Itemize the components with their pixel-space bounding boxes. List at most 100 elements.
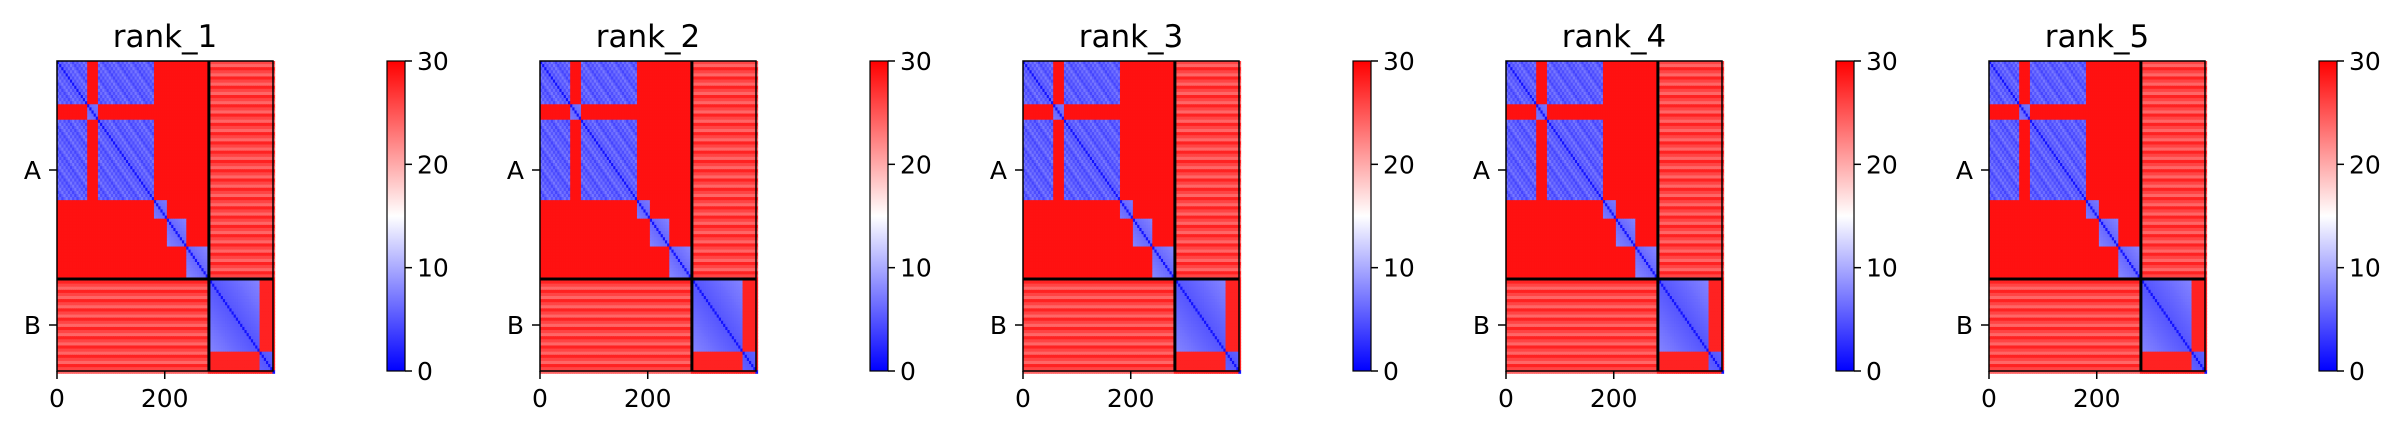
heatmap-cell xyxy=(102,79,105,84)
heatmap-cell xyxy=(199,101,202,105)
heatmap-cell xyxy=(175,88,179,93)
heatmap-cell xyxy=(95,73,99,77)
heatmap-cell xyxy=(216,98,220,102)
heatmap-cell xyxy=(160,67,164,71)
heatmap-cell xyxy=(82,82,86,87)
heatmap-cell xyxy=(242,101,245,105)
heatmap-cell xyxy=(134,85,138,90)
heatmap-cell xyxy=(69,104,73,108)
heatmap-cell xyxy=(173,88,177,93)
heatmap-cell xyxy=(65,85,69,90)
heatmap-cell xyxy=(85,101,88,105)
heatmap-cell xyxy=(246,82,250,87)
heatmap-cell xyxy=(87,76,90,81)
heatmap-cell xyxy=(108,70,112,74)
heatmap-cell xyxy=(203,88,207,93)
heatmap-cell xyxy=(149,67,153,71)
heatmap-cell xyxy=(253,70,256,74)
heatmap-cell xyxy=(63,91,67,96)
heatmap-cell xyxy=(164,91,168,96)
heatmap-cell xyxy=(253,73,256,77)
heatmap-cell xyxy=(259,88,263,93)
heatmap-cell xyxy=(162,91,166,96)
heatmap-cell xyxy=(184,88,187,93)
heatmap-cell xyxy=(237,98,241,102)
heatmap-cell xyxy=(263,85,267,90)
heatmap-cell xyxy=(216,79,220,84)
heatmap-cell xyxy=(229,88,233,93)
heatmap-cell xyxy=(151,79,155,84)
heatmap-cell xyxy=(250,91,254,96)
heatmap-cell xyxy=(265,82,269,87)
heatmap-cell xyxy=(72,98,75,102)
heatmap-cell xyxy=(261,91,265,96)
heatmap-cell xyxy=(179,85,183,90)
heatmap-cell xyxy=(104,95,108,99)
heatmap-cell xyxy=(253,85,256,90)
heatmap-cell xyxy=(212,88,215,93)
heatmap-cell xyxy=(76,101,80,105)
heatmap-cell xyxy=(246,73,250,77)
heatmap-cell xyxy=(156,98,159,102)
heatmap-cell xyxy=(184,61,187,65)
heatmap-cell xyxy=(166,73,170,77)
heatmap-cell xyxy=(102,67,105,71)
heatmap-cell xyxy=(270,82,273,87)
heatmap-cell xyxy=(253,64,256,68)
heatmap-cell xyxy=(63,85,67,90)
heatmap-cell xyxy=(177,61,181,65)
heatmap-cell xyxy=(240,61,243,65)
heatmap-cell xyxy=(214,91,217,96)
heatmap-cell xyxy=(237,82,241,87)
heatmap-cell xyxy=(136,101,140,105)
heatmap-cell xyxy=(190,76,194,81)
heatmap-cell xyxy=(166,64,170,68)
heatmap-cell xyxy=(95,101,99,105)
heatmap-cell xyxy=(108,64,112,68)
heatmap-cell xyxy=(69,70,73,74)
heatmap-cell xyxy=(179,101,183,105)
heatmap-cell xyxy=(151,70,155,74)
heatmap-cell xyxy=(57,85,60,90)
heatmap-cell xyxy=(61,101,64,105)
heatmap-cell xyxy=(104,67,108,71)
heatmap-cell xyxy=(173,67,177,71)
heatmap-cell xyxy=(177,76,181,81)
heatmap-cell xyxy=(263,101,267,105)
heatmap-cell xyxy=(87,98,90,102)
heatmap-cell xyxy=(110,76,114,81)
heatmap-cell xyxy=(190,82,194,87)
heatmap-cell xyxy=(188,85,192,90)
heatmap-cell xyxy=(59,104,62,108)
heatmap-cell xyxy=(233,85,237,90)
heatmap-cell xyxy=(199,73,202,77)
heatmap-cell xyxy=(82,61,86,65)
heatmap-cell xyxy=(97,73,101,77)
heatmap-cell xyxy=(59,73,62,77)
heatmap-cell xyxy=(212,85,215,90)
heatmap-cell xyxy=(250,70,254,74)
heatmap-cell xyxy=(212,95,215,99)
heatmap-cell xyxy=(57,73,60,77)
heatmap-cell xyxy=(145,76,148,81)
heatmap-cell xyxy=(89,82,92,87)
heatmap-cell xyxy=(91,79,95,84)
heatmap-cell xyxy=(80,104,84,108)
heatmap-cell xyxy=(194,67,198,71)
heatmap-cell xyxy=(188,98,192,102)
heatmap-cell xyxy=(242,76,245,81)
heatmap-cell xyxy=(184,73,187,77)
heatmap-cell xyxy=(177,85,181,90)
heatmap-cell xyxy=(177,98,181,102)
heatmap-cell xyxy=(138,91,142,96)
heatmap-cell xyxy=(130,88,133,93)
heatmap-cell xyxy=(192,70,196,74)
heatmap-cell xyxy=(272,76,276,81)
heatmap-cell xyxy=(74,95,77,99)
heatmap-cell xyxy=(257,73,261,77)
heatmap-cell xyxy=(136,82,140,87)
heatmap-cell xyxy=(132,70,136,74)
heatmap-cell xyxy=(97,76,101,81)
heatmap-cell xyxy=(117,101,120,105)
